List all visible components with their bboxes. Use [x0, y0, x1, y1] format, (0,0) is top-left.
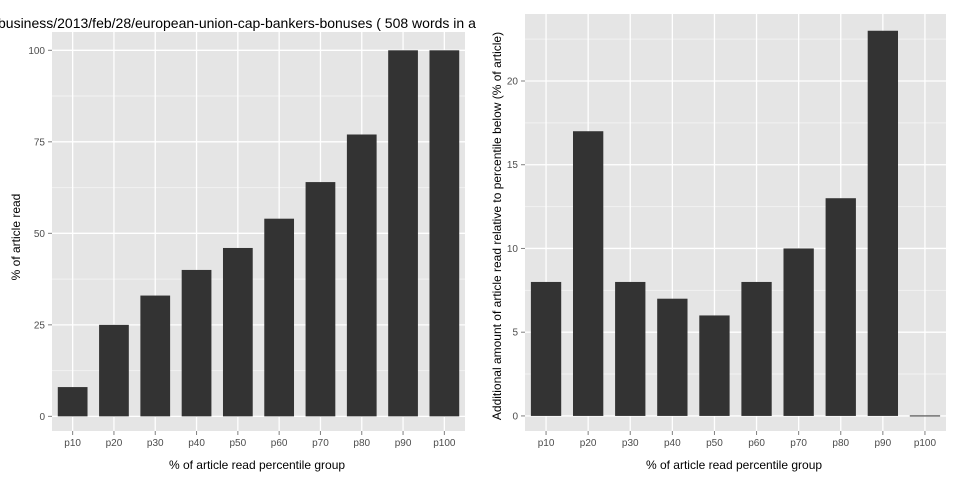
y-tick-label: 5 — [512, 328, 518, 339]
bar-p90 — [388, 50, 418, 417]
x-tick-label: p20 — [106, 438, 123, 449]
x-tick-label: p70 — [312, 438, 329, 449]
bar-p40 — [181, 269, 212, 417]
x-tick-label: p80 — [832, 438, 849, 449]
x-tick-label: p50 — [706, 438, 723, 449]
bar-p10 — [530, 281, 562, 416]
x-tick-label: p90 — [875, 438, 892, 449]
bar-p20 — [99, 324, 129, 417]
y-tick-label: 75 — [34, 137, 46, 148]
left-chart: 0 25 50 75 100 p10 p20 p30 p40 p50 p60 p70 p80 p90 p10… — [0, 15, 476, 472]
y-tick-label: 50 — [34, 229, 46, 240]
y-tick-label: 0 — [512, 411, 518, 422]
x-tick-label: p30 — [622, 438, 639, 449]
x-tick-label: p50 — [230, 438, 247, 449]
y-axis-title: % of article read — [9, 194, 23, 281]
bar-p50 — [222, 247, 253, 417]
bar-p40 — [657, 298, 688, 416]
x-axis-title: % of article read percentile group — [169, 458, 345, 472]
x-tick-label: p60 — [271, 438, 288, 449]
y-tick-label: 15 — [507, 160, 519, 171]
bar-p100 — [909, 415, 941, 417]
y-tick-label: 100 — [28, 46, 45, 57]
x-tick-label: p90 — [395, 438, 412, 449]
bar-p80 — [825, 198, 856, 416]
x-tick-label: p100 — [914, 438, 937, 449]
chart-title: business/2013/feb/28/european-union-cap-… — [0, 15, 476, 31]
x-tick-label: p40 — [188, 438, 205, 449]
bar-p70 — [783, 248, 814, 416]
x-tick-label: p100 — [433, 438, 456, 449]
bar-p80 — [346, 134, 377, 417]
bar-p30 — [615, 281, 646, 416]
bar-p60 — [741, 281, 772, 416]
x-tick-label: p10 — [538, 438, 555, 449]
bar-p100 — [429, 50, 460, 417]
bar-p90 — [867, 30, 899, 416]
bar-p10 — [57, 387, 88, 417]
bar-p70 — [305, 182, 336, 417]
x-axis-title: % of article read percentile group — [646, 458, 822, 472]
bar-p30 — [140, 295, 171, 417]
bar-p60 — [264, 218, 295, 417]
y-tick-label: 25 — [34, 320, 46, 331]
x-tick-label: p20 — [580, 438, 597, 449]
x-tick-label: p60 — [748, 438, 765, 449]
y-tick-label: 10 — [507, 244, 519, 255]
x-tick-label: p40 — [664, 438, 681, 449]
y-axis-title: Additional amount of article read relati… — [490, 32, 504, 420]
x-tick-label: p10 — [64, 438, 81, 449]
x-tick-label: p30 — [147, 438, 164, 449]
bar-p50 — [699, 315, 730, 416]
x-tick-label: p80 — [353, 438, 370, 449]
x-tick-label: p70 — [790, 438, 807, 449]
bar-p20 — [572, 131, 604, 416]
y-tick-label: 0 — [39, 412, 45, 423]
y-tick-label: 20 — [507, 76, 519, 87]
